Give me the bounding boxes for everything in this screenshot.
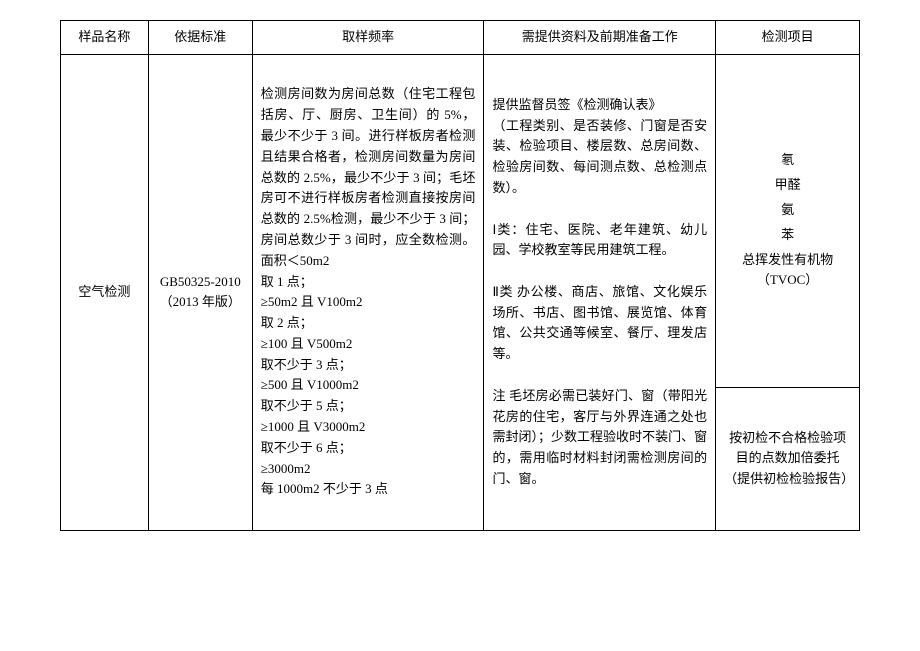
cell-items: 氡 甲醛 氨 苯 总挥发性有机物（TVOC） bbox=[716, 54, 860, 387]
cell-sample: 空气检测 bbox=[61, 54, 149, 530]
item-radon: 氡 bbox=[724, 150, 851, 171]
item-benzene: 苯 bbox=[724, 225, 851, 246]
cell-materials: 提供监督员签《检测确认表》（工程类别、是否装修、门窗是否安装、检验项目、楼层数、… bbox=[484, 54, 716, 530]
cell-note: 按初检不合格检验项目的点数加倍委托（提供初检检验报告） bbox=[716, 387, 860, 530]
header-sampling: 取样频率 bbox=[252, 21, 484, 55]
item-tvoc: 总挥发性有机物（TVOC） bbox=[724, 250, 851, 292]
header-items: 检测项目 bbox=[716, 21, 860, 55]
data-row-1: 空气检测 GB50325-2010（2013 年版） 检测房间数为房间总数（住宅… bbox=[61, 54, 860, 387]
cell-standard: GB50325-2010（2013 年版） bbox=[148, 54, 252, 530]
header-standard: 依据标准 bbox=[148, 21, 252, 55]
spec-table: 样品名称 依据标准 取样频率 需提供资料及前期准备工作 检测项目 空气检测 GB… bbox=[60, 20, 860, 531]
header-sample: 样品名称 bbox=[61, 21, 149, 55]
cell-sampling: 检测房间数为房间总数（住宅工程包括房、厅、厨房、卫生间）的 5%，最少不少于 3… bbox=[252, 54, 484, 530]
item-formaldehyde: 甲醛 bbox=[724, 175, 851, 196]
header-row: 样品名称 依据标准 取样频率 需提供资料及前期准备工作 检测项目 bbox=[61, 21, 860, 55]
header-materials: 需提供资料及前期准备工作 bbox=[484, 21, 716, 55]
item-ammonia: 氨 bbox=[724, 200, 851, 221]
